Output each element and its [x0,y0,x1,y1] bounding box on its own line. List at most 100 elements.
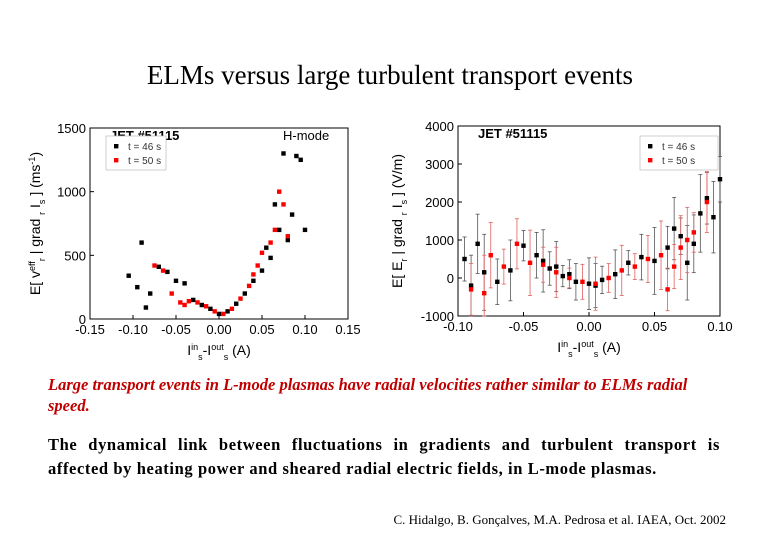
x-tick-label: 0.00 [206,322,231,337]
data-point [229,306,235,312]
x-tick-label: 0.05 [642,319,667,334]
legend-marker [114,158,119,163]
data-point [186,298,192,304]
data-point [691,241,696,246]
x-tick-label: -0.10 [443,319,473,334]
x-tick-label: 0.15 [335,322,360,337]
data-point [221,311,226,317]
data-point [540,262,546,267]
x-tick-label: -0.05 [161,322,191,337]
data-point [639,254,644,260]
legend-label: t = 50 s [662,156,695,167]
data-point [173,278,179,283]
data-point [281,151,286,156]
data-point [234,301,239,306]
data-point [178,300,183,305]
data-point [508,268,513,273]
x-tick-label: -0.10 [118,322,148,337]
data-point [554,264,559,269]
data-point [704,196,710,201]
data-point [586,281,592,286]
data-point [652,258,657,264]
legend-label: t = 46 s [662,142,695,153]
y-tick-label: -1000 [421,309,454,324]
data-point [285,234,290,239]
data-point [613,272,618,277]
data-point [567,272,572,277]
data-point [165,269,170,275]
data-point [547,266,552,271]
data-point [148,291,153,296]
data-point [285,237,290,243]
data-point [462,256,467,262]
x-tick-label: -0.15 [75,322,105,337]
data-point [225,309,230,314]
data-point [514,241,520,246]
data-point [698,211,703,216]
data-point [169,291,174,296]
data-point [135,284,140,290]
y-tick-label: 4000 [425,119,454,134]
data-point [199,302,204,308]
data-point [482,270,487,275]
data-point [272,202,278,207]
data-point [527,260,533,265]
data-point [554,270,559,275]
data-point [182,281,187,286]
data-point [152,263,157,268]
data-point [126,273,131,278]
data-point [195,300,200,305]
data-point [272,227,278,233]
data-point [191,297,196,303]
data-point [143,305,149,310]
y-tick-label: 1000 [57,185,86,200]
data-point [580,279,585,284]
data-point [298,157,303,163]
data-point [711,215,716,220]
data-point [632,264,638,269]
y-axis-label: E[ veffr | grad r Is ] (ms-1) [27,152,47,295]
data-point [268,240,273,245]
data-point [678,245,683,250]
y-tick-label: 2000 [425,195,454,210]
data-point [685,260,690,265]
y-tick-label: 3000 [425,157,454,172]
data-point [678,234,683,239]
data-point [212,309,217,314]
data-point [182,302,187,308]
data-point [691,230,696,235]
data-point [139,240,144,245]
data-point [277,227,282,233]
plot-title: JET #51115 [478,126,547,141]
slide-title: ELMs versus large turbulent transport ev… [146,60,634,90]
data-point [302,227,308,233]
y-tick-label: 0 [79,312,86,327]
data-point [534,253,539,258]
data-point [665,245,670,250]
data-point [208,306,213,312]
data-point [606,275,611,281]
x-tick-label: 0.05 [249,322,274,337]
x-tick-label: 0.00 [576,319,601,334]
data-point [294,153,299,159]
data-point [156,264,161,269]
body-paragraph: The dynamical link between fluctuations … [48,435,720,478]
data-point [567,275,572,281]
data-point [685,237,690,243]
legend-marker [114,144,119,149]
data-point [264,245,269,250]
data-point [259,250,265,255]
chart-l-mode: -0.10 -0.05 0.00 0.05 0.10 -1000 0 1000 2000 3000… [390,119,733,359]
data-point [246,283,252,289]
legend-box [639,135,719,171]
data-point [255,263,260,268]
data-point [704,199,710,205]
data-point [671,226,677,231]
y-tick-label: 0 [447,271,454,286]
data-point [573,279,579,284]
data-point [488,253,493,258]
data-point [501,264,507,269]
data-point [626,260,631,265]
data-point [645,256,651,262]
y-tick-label: 500 [64,248,86,263]
